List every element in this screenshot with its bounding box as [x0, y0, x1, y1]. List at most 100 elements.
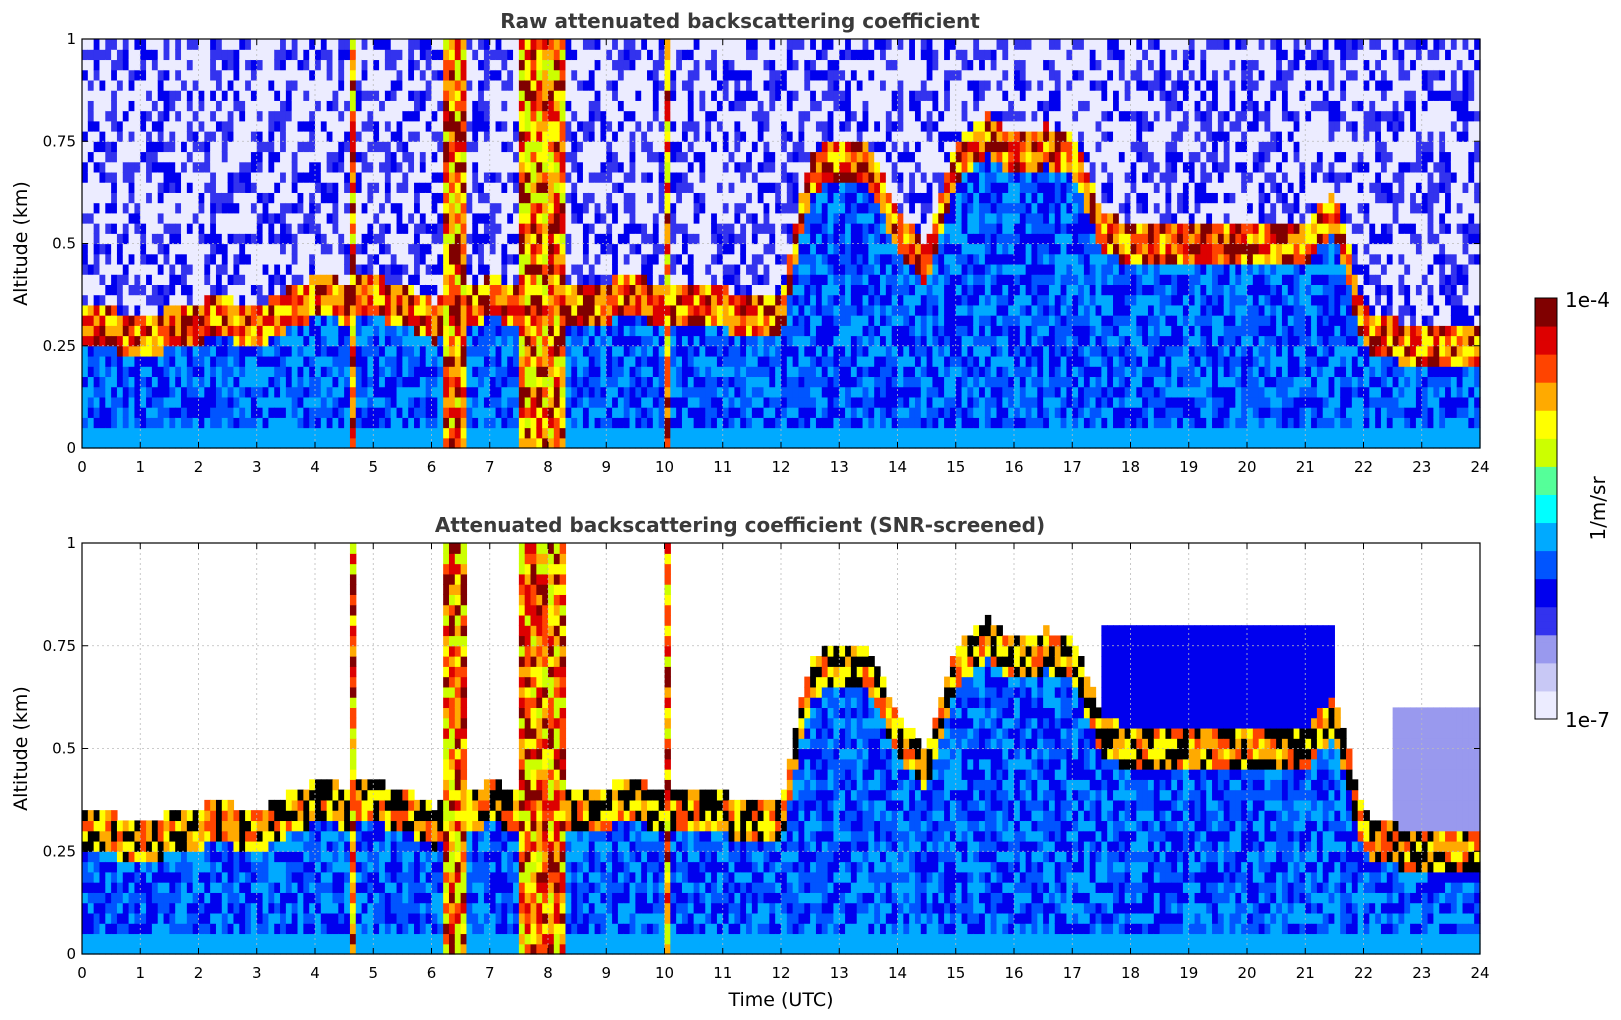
heatmap-cell	[798, 376, 805, 388]
heatmap-cell	[798, 366, 805, 378]
heatmap-cell	[344, 335, 351, 347]
heatmap-cell	[740, 110, 747, 122]
heatmap-cell	[425, 366, 433, 378]
heatmap-cell	[169, 284, 176, 296]
heatmap-cell	[716, 39, 724, 50]
heatmap-cell	[233, 355, 240, 367]
heatmap-cell	[676, 417, 683, 429]
heatmap-cell	[553, 274, 561, 285]
heatmap-cell	[740, 253, 747, 265]
heatmap-cell	[268, 315, 275, 326]
heatmap-cell	[443, 59, 450, 71]
heatmap-cell	[116, 274, 124, 285]
heatmap-cell	[239, 171, 246, 183]
heatmap-cell	[623, 407, 631, 418]
heatmap-cell	[553, 161, 561, 173]
heatmap-cell	[478, 110, 485, 122]
heatmap-cell	[606, 407, 613, 418]
heatmap-cell	[635, 335, 642, 347]
heatmap-cell	[536, 120, 543, 132]
heatmap-cell	[186, 427, 194, 439]
heatmap-cell	[361, 141, 369, 153]
heatmap-cell	[116, 396, 124, 408]
heatmap-cell	[716, 396, 724, 408]
heatmap-cell	[215, 69, 223, 81]
heatmap-cell	[681, 376, 689, 388]
heatmap-cell	[629, 192, 636, 204]
heatmap-cell	[437, 202, 444, 214]
heatmap-cell	[297, 90, 304, 101]
heatmap-cell	[658, 407, 666, 418]
heatmap-cell	[105, 437, 112, 449]
heatmap-cell	[87, 407, 95, 418]
heatmap-cell	[291, 110, 299, 122]
heatmap-cell	[373, 437, 380, 449]
heatmap-cell	[676, 182, 683, 193]
heatmap-cell	[99, 427, 106, 439]
heatmap-cell	[204, 396, 211, 408]
heatmap-cell	[478, 243, 485, 255]
heatmap-cell	[681, 69, 689, 81]
heatmap-cell	[786, 192, 794, 204]
heatmap-cell	[571, 304, 578, 316]
heatmap-cell	[82, 161, 89, 173]
heatmap-cell	[501, 192, 508, 204]
heatmap-cell	[303, 233, 310, 245]
heatmap-cell	[384, 345, 392, 357]
heatmap-cell	[431, 427, 438, 439]
heatmap-cell	[693, 437, 701, 449]
heatmap-cell	[361, 90, 369, 101]
heatmap-cell	[390, 141, 398, 153]
heatmap-cell	[414, 212, 421, 224]
heatmap-cell	[757, 325, 765, 337]
heatmap-cell	[466, 212, 473, 224]
heatmap-cell	[268, 151, 275, 163]
heatmap-cell	[582, 366, 590, 378]
heatmap-cell	[332, 335, 339, 347]
heatmap-cell	[198, 100, 205, 112]
heatmap-cell	[320, 396, 328, 408]
heatmap-cell	[804, 355, 811, 367]
heatmap-cell	[763, 386, 770, 398]
heatmap-cell	[87, 437, 95, 449]
heatmap-cell	[157, 69, 165, 81]
heatmap-cell	[594, 131, 602, 142]
heatmap-cell	[582, 325, 590, 337]
heatmap-cell	[332, 90, 339, 101]
heatmap-cell	[262, 171, 269, 183]
heatmap-cell	[443, 141, 450, 153]
heatmap-cell	[443, 243, 450, 255]
heatmap-cell	[460, 417, 468, 429]
heatmap-cell	[367, 243, 374, 255]
heatmap-cell	[262, 141, 269, 153]
heatmap-cell	[151, 417, 159, 429]
heatmap-cell	[565, 315, 572, 326]
heatmap-cell	[367, 304, 374, 316]
heatmap-cell	[454, 294, 462, 306]
heatmap-cell	[676, 69, 683, 81]
heatmap-cell	[338, 437, 345, 449]
heatmap-cell	[320, 335, 328, 347]
heatmap-cell	[542, 427, 549, 439]
heatmap-cell	[536, 161, 543, 173]
heatmap-cell	[466, 233, 473, 245]
heatmap-cell	[280, 376, 287, 388]
heatmap-cell	[309, 39, 316, 50]
heatmap-cell	[87, 171, 95, 183]
heatmap-cell	[332, 192, 339, 204]
heatmap-cell	[769, 335, 776, 347]
heatmap-cell	[437, 315, 444, 326]
heatmap-cell	[221, 131, 229, 142]
heatmap-cell	[210, 151, 217, 163]
heatmap-cell	[716, 223, 724, 234]
heatmap-cell	[221, 223, 229, 234]
heatmap-cell	[612, 253, 619, 265]
heatmap-cell	[495, 304, 502, 316]
heatmap-cell	[274, 223, 281, 234]
heatmap-cell	[781, 304, 788, 316]
heatmap-cell	[250, 253, 258, 265]
heatmap-cell	[798, 182, 805, 193]
heatmap-cell	[553, 304, 561, 316]
heatmap-cell	[332, 366, 339, 378]
heatmap-cell	[122, 396, 130, 408]
